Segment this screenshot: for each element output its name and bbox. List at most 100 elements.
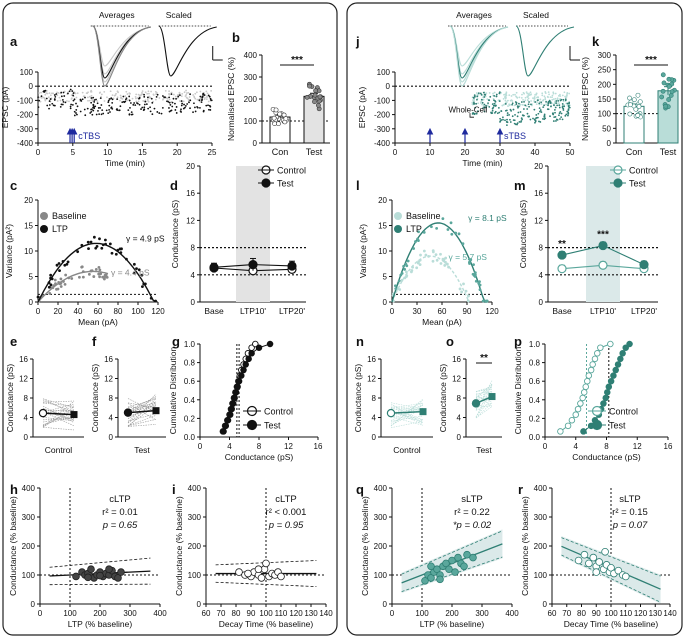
j-pt-0-182	[505, 91, 508, 94]
a-pt-1-159	[72, 92, 75, 94]
m-ytick-label-5: 20	[534, 162, 543, 171]
j-pt-1-174	[538, 107, 541, 110]
a-inset-avg-trace-second	[92, 25, 151, 87]
a-pt-1-139	[169, 109, 172, 112]
a-pt-1-111	[95, 113, 98, 116]
l-pt-0-37	[424, 253, 428, 257]
m-ytick-label-3: 12	[534, 216, 543, 225]
j-pt-1-227	[495, 95, 498, 98]
m-ytick-label-4: 16	[534, 189, 543, 198]
a-pt-1-190	[180, 104, 183, 107]
j-pt-1-218	[494, 100, 497, 102]
p-pt-0-11	[587, 366, 595, 374]
j-pt-1-76	[502, 118, 504, 121]
k-ytick-label-1: 50	[602, 124, 611, 133]
r-annot-r2: r² = 0.15	[612, 507, 648, 518]
r-ytick-label-1: 100	[534, 571, 548, 580]
c-pt-1-33	[61, 260, 65, 263]
j-pt-1-28	[558, 112, 561, 115]
a-pt-0-109	[148, 92, 150, 95]
l-pt-0-8	[422, 249, 426, 253]
a-pt-1-29	[134, 104, 137, 106]
a-pt-0-81	[56, 100, 59, 102]
a-pt-0-165	[188, 96, 191, 98]
i-pt-12	[277, 572, 285, 581]
b-ytick-label-3: 300	[244, 73, 258, 82]
j-ytick-label-4: 0	[386, 82, 391, 91]
f-pair-15	[127, 415, 157, 426]
l-xtick-label-4: 120	[485, 307, 499, 316]
l-pt-1-14	[399, 273, 403, 277]
j-pt-1-59	[549, 115, 551, 118]
f-pair-7	[127, 419, 157, 427]
a-pt-1-97	[111, 107, 114, 110]
e-ytick-label-4: 16	[19, 355, 28, 364]
b-dot-1-15	[316, 102, 321, 108]
a-pt-1-194	[67, 92, 69, 95]
j-pt-1-200	[564, 98, 567, 101]
a-pt-0-170	[87, 91, 89, 94]
m-sig-0: **	[558, 239, 566, 250]
j-ytick-label-1: -300	[374, 125, 391, 134]
k-ytick-label-5: 250	[598, 66, 612, 75]
g-ytick-label-0: 0.0	[184, 433, 196, 442]
c-pt-0-20	[81, 270, 85, 273]
a-pt-1-212	[141, 106, 144, 109]
l-pt-1-42	[457, 232, 461, 236]
d-shade	[236, 166, 270, 302]
a-pt-1-224	[61, 99, 64, 101]
a-pt-1-87	[155, 95, 158, 98]
a-pt-0-145	[109, 90, 112, 93]
a-pt-0-99	[166, 97, 169, 100]
l-legend-marker-1	[394, 225, 402, 233]
a-pt-1-89	[207, 108, 210, 111]
c-pt-1-8	[141, 285, 144, 289]
a-pt-1-170	[129, 106, 131, 109]
f-mean-pt-0	[123, 408, 133, 417]
j-pt-1-186	[559, 110, 562, 113]
j-pt-1-209	[484, 106, 487, 109]
j-pt-1-213	[528, 115, 531, 118]
j-pt-0-201	[518, 96, 521, 99]
p-ytick-label-1: 0.2	[529, 414, 541, 423]
n-pair-13	[390, 407, 424, 426]
l-pt-1-21	[394, 287, 398, 291]
a-pt-1-182	[101, 109, 104, 112]
r-pt-0	[574, 556, 583, 565]
a-pt-1-220	[61, 103, 64, 106]
j-pt-0-58	[539, 98, 542, 101]
c-pt-1-24	[47, 285, 51, 289]
j-pt-0-89	[526, 92, 529, 95]
q-annot-p: *p = 0.02	[453, 520, 492, 531]
r-xtick-label-1: 70	[562, 609, 571, 618]
l-pt-0-40	[439, 262, 443, 265]
r-annot-title: sLTP	[619, 494, 640, 505]
i-pt-0	[235, 568, 243, 576]
a-pt-1-202	[71, 90, 74, 93]
j-pt-1-83	[473, 101, 475, 104]
o-pair-4	[475, 406, 493, 419]
c-pt-1-30	[58, 269, 61, 273]
g-xtick-label-2: 8	[257, 442, 262, 451]
c-pt-1-14	[149, 296, 153, 300]
g-pt-1-10	[238, 372, 245, 379]
a-pt-0-126	[135, 100, 138, 103]
c-pt-1-29	[132, 262, 136, 266]
a-pt-1-150	[199, 106, 201, 109]
a-pt-1-48	[76, 105, 79, 108]
j-pt-1-49	[519, 111, 522, 113]
j-pt-1-38	[514, 123, 517, 126]
a-pt-0-206	[119, 96, 122, 99]
c-pt-1-13	[50, 277, 54, 281]
a-pt-1-156	[97, 109, 99, 112]
j-pt-0-167	[526, 99, 529, 101]
o-pair-10	[475, 405, 493, 408]
p-pt-1-11	[612, 366, 619, 374]
n-pair-19	[390, 407, 424, 417]
j-pt-1-30	[563, 105, 566, 108]
a-pt-1-142	[128, 99, 131, 102]
a-ytick-label-3: -100	[17, 96, 34, 105]
panel-label-a: a	[10, 34, 18, 49]
l-pt-1-1	[454, 231, 458, 235]
i-annot-p: p = 0.95	[268, 520, 304, 531]
